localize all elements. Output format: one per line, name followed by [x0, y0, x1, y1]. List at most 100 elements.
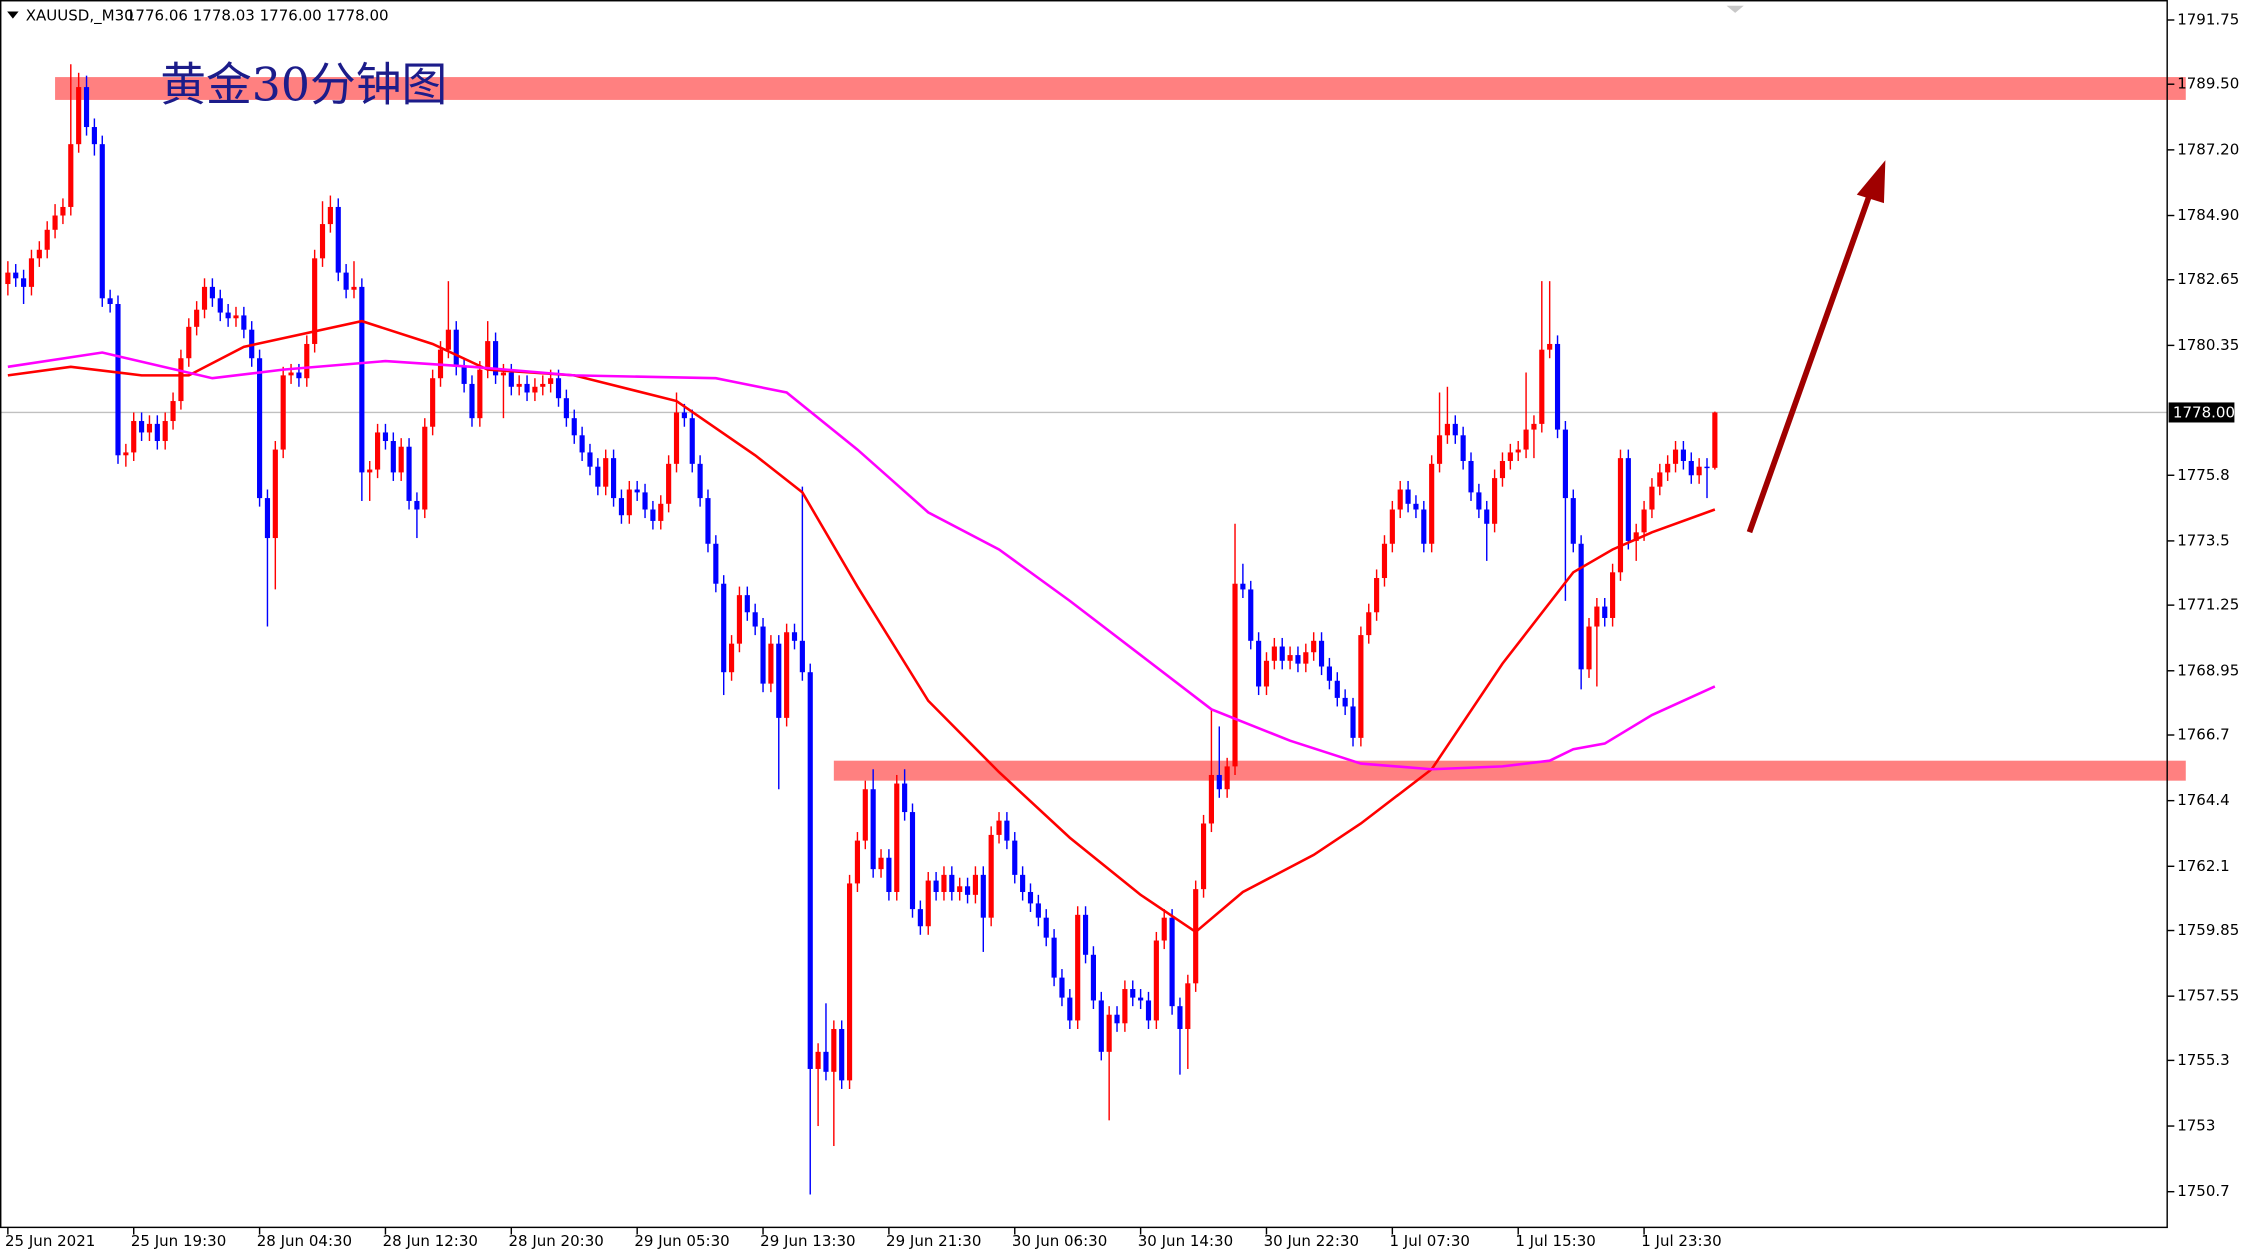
- y-tick-label: 1771.25: [2177, 596, 2239, 614]
- candle-body: [1193, 889, 1199, 984]
- candle-body: [1468, 460, 1474, 493]
- candle-body: [398, 446, 404, 473]
- candle-body: [186, 326, 192, 359]
- candle-body: [964, 886, 971, 895]
- candle-body: [1696, 466, 1702, 476]
- candle-body: [1578, 543, 1584, 670]
- candle-body: [469, 383, 475, 419]
- candle-body: [217, 298, 223, 313]
- candle-body: [461, 366, 467, 384]
- candle-body: [351, 286, 357, 290]
- candle-body: [453, 329, 459, 367]
- candle-body: [972, 874, 979, 895]
- chart-title: 黄金30分钟图: [160, 59, 447, 112]
- arrow-shaft: [1746, 193, 1873, 534]
- candle-body: [1169, 917, 1175, 1007]
- candle-body: [1531, 423, 1537, 430]
- candle-body: [1035, 903, 1041, 918]
- candle-body: [1200, 823, 1207, 890]
- candle-body: [1145, 1000, 1152, 1021]
- candle-body: [1680, 449, 1686, 461]
- candle-body: [1130, 989, 1136, 998]
- candle-body: [1067, 997, 1073, 1021]
- candle-body: [1389, 509, 1395, 544]
- candle-body: [154, 423, 160, 442]
- candle-body: [115, 304, 121, 456]
- candle-body: [1436, 435, 1443, 464]
- candle-body: [799, 640, 805, 673]
- x-tick-label: 25 Jun 19:30: [131, 1232, 226, 1250]
- candle-body: [831, 1028, 837, 1072]
- candle-body: [768, 643, 774, 684]
- candle-body: [1114, 1014, 1120, 1024]
- candle-body: [1484, 509, 1490, 524]
- candle-body: [618, 498, 625, 516]
- symbol: XAUUSD,_M30: [26, 6, 134, 25]
- candle-body: [1374, 578, 1380, 613]
- y-tick-label: 1753: [2177, 1117, 2215, 1135]
- candle-body: [280, 375, 286, 450]
- candle-body: [375, 432, 381, 470]
- y-tick-label: 1784.90: [2177, 206, 2239, 224]
- candle-body: [1712, 412, 1718, 468]
- candle-body: [1421, 509, 1427, 544]
- candle-body: [524, 383, 530, 393]
- candle-body: [1625, 458, 1631, 541]
- candle-body: [1594, 606, 1600, 627]
- candle-body: [1295, 655, 1301, 664]
- candle-body: [744, 595, 750, 613]
- candle-body: [107, 298, 113, 305]
- candle-body: [178, 358, 184, 402]
- candle-body: [1004, 820, 1010, 841]
- candle-body: [500, 372, 507, 376]
- candle-body: [886, 857, 892, 892]
- candle-body: [1515, 449, 1521, 453]
- candle-body: [902, 783, 908, 813]
- candle-body: [949, 874, 955, 892]
- candle-body: [52, 215, 58, 230]
- candle-body: [1303, 652, 1309, 664]
- candle-body: [1240, 583, 1246, 590]
- x-tick-label: 28 Jun 04:30: [257, 1232, 352, 1250]
- candle-body: [1499, 460, 1506, 479]
- candle-body: [1547, 343, 1553, 350]
- candle-body: [264, 498, 271, 539]
- candle-body: [422, 426, 428, 510]
- candle-body: [1012, 840, 1018, 875]
- x-tick-label: 28 Jun 20:30: [508, 1232, 603, 1250]
- candle-body: [1232, 583, 1238, 767]
- y-tick-label: 1773.5: [2177, 531, 2230, 549]
- candle-body: [728, 643, 735, 673]
- y-tick-label: 1791.75: [2177, 10, 2239, 28]
- y-tick-label: 1787.20: [2177, 140, 2239, 158]
- candle-body: [980, 874, 986, 918]
- candle-body: [839, 1028, 845, 1081]
- candle-body: [1271, 646, 1277, 661]
- candle-body: [76, 87, 82, 145]
- trend-arrow: [1746, 160, 1886, 534]
- candle-body: [1334, 680, 1340, 698]
- candle-body: [776, 643, 782, 718]
- candle-body: [807, 672, 813, 1069]
- candle-body: [1350, 706, 1356, 738]
- candle-body: [28, 258, 35, 287]
- candle-body: [548, 378, 554, 384]
- y-tick-label: 1768.95: [2177, 661, 2239, 679]
- candle-body: [60, 206, 66, 216]
- candle-body: [933, 880, 939, 892]
- candle-body: [304, 343, 310, 379]
- candle-body: [1318, 640, 1325, 667]
- candle-body: [823, 1051, 829, 1072]
- shift-marker: [1726, 5, 1744, 13]
- y-tick-label: 1780.35: [2177, 336, 2239, 354]
- candle-body: [626, 489, 632, 516]
- candle-body: [44, 229, 50, 250]
- candle-body: [1106, 1014, 1112, 1052]
- moving-average: [7, 351, 1716, 771]
- candle-body: [1397, 489, 1403, 510]
- candle-body: [1326, 666, 1332, 681]
- x-tick-label: 29 Jun 21:30: [886, 1232, 981, 1250]
